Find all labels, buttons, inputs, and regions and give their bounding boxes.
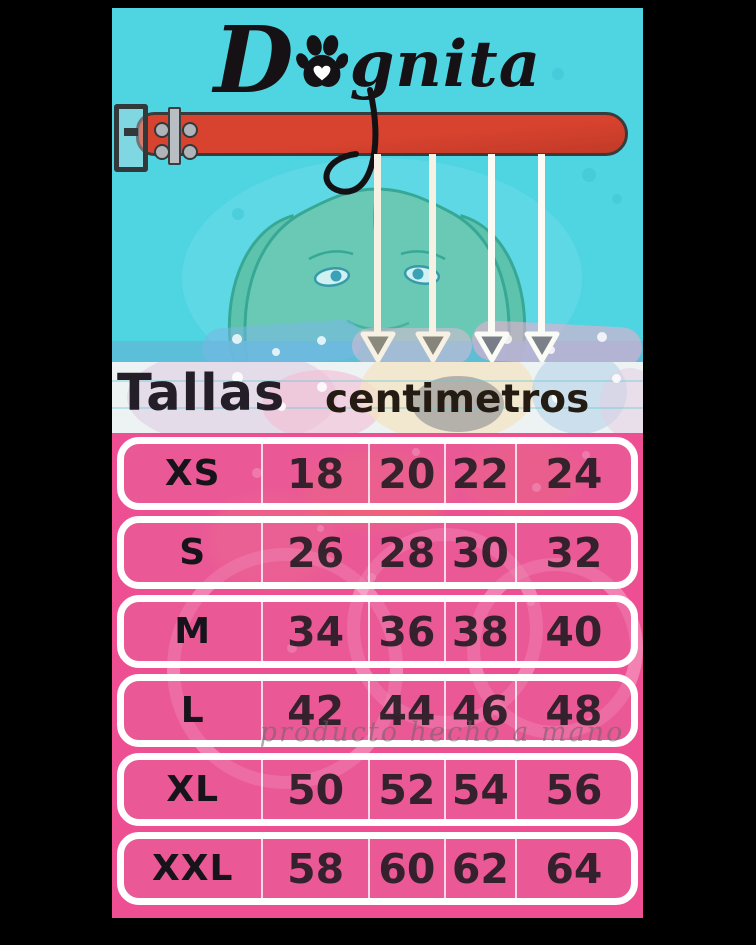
size-row-m: M 34 36 38 40 [117,595,638,668]
backdrop-dot [232,208,244,220]
ruled-line [112,380,643,382]
size-row-xl: XL 50 52 54 56 [117,753,638,826]
size-row-xs: XS 18 20 22 24 [117,437,638,510]
collar-buckle [114,104,148,172]
polka-dot [552,392,563,403]
collar-stud [154,144,170,160]
polka-dot [232,372,243,383]
collar-blob [200,318,364,362]
backdrop-dot [612,194,622,204]
size-value: 44 [378,686,436,735]
paw-print-icon [295,32,348,94]
size-value: 26 [287,528,345,577]
polka-dot [277,402,286,411]
size-value: 40 [545,607,603,656]
collar-stud [182,144,198,160]
size-row-s: S 26 28 30 32 [117,516,638,589]
size-label: L [180,690,205,731]
backdrop-dot [582,168,596,182]
measure-arrow-icon [358,154,398,362]
size-row-l: L 42 44 46 48 [117,674,638,747]
column-header-tallas: Tallas [117,364,286,423]
size-value: 60 [378,844,436,893]
polka-dot [597,332,607,342]
size-value: 32 [545,528,603,577]
ruled-line [112,407,643,409]
size-value: 52 [378,765,436,814]
polka-dot [272,348,280,356]
polka-dot [547,346,555,354]
size-value: 54 [451,765,509,814]
size-value: 42 [287,686,345,735]
collar-stud [182,122,198,138]
brand-logo: D gnita [112,14,643,106]
collar-keeper [168,107,181,165]
sky-section: D gnita [112,8,643,362]
table-header-band: Tallas centimetros [112,362,643,433]
size-label: XL [166,769,220,810]
measure-arrow-icon [522,154,562,362]
measure-arrow-icon [413,154,453,362]
size-value: 18 [287,449,345,498]
logo-letters-gnita: gnita [349,27,542,102]
size-label: XXL [151,848,234,889]
size-value: 20 [378,449,436,498]
poster-canvas: D gnita [112,8,643,918]
collar-stud [154,122,170,138]
size-value: 38 [451,607,509,656]
size-value: 22 [451,449,509,498]
polka-dot [232,334,242,344]
faded-art-blob [412,376,504,432]
size-value: 46 [451,686,509,735]
size-value: 28 [378,528,436,577]
size-value: 64 [545,844,603,893]
size-value: 24 [545,449,603,498]
handmade-watermark: producto hecho a mano [259,717,625,748]
size-label: S [179,532,207,573]
size-table-section: XS 18 20 22 24 S 26 28 30 32 M 34 36 [112,433,643,918]
size-value: 56 [545,765,603,814]
size-value: 62 [451,844,509,893]
dog-collar-illustration [136,112,628,156]
size-row-xxl: XXL 58 60 62 64 [117,832,638,905]
size-value: 34 [287,607,345,656]
size-label: M [174,611,212,652]
size-value: 36 [378,607,436,656]
polka-dot [317,382,327,392]
size-value: 48 [545,686,603,735]
size-value: 50 [287,765,345,814]
faded-art-blob [600,368,643,433]
collar-buckle-prong [124,128,138,136]
logo-letter-d: D [213,8,294,114]
size-table: XS 18 20 22 24 S 26 28 30 32 M 34 36 [117,437,638,911]
column-header-centimetros: centimetros [325,377,590,422]
polka-dot [612,374,621,383]
size-value: 58 [287,844,345,893]
size-value: 30 [451,528,509,577]
polka-dot [317,336,326,345]
measure-arrow-icon [472,154,512,362]
backdrop-dot [552,68,564,80]
size-label: XS [164,453,221,494]
